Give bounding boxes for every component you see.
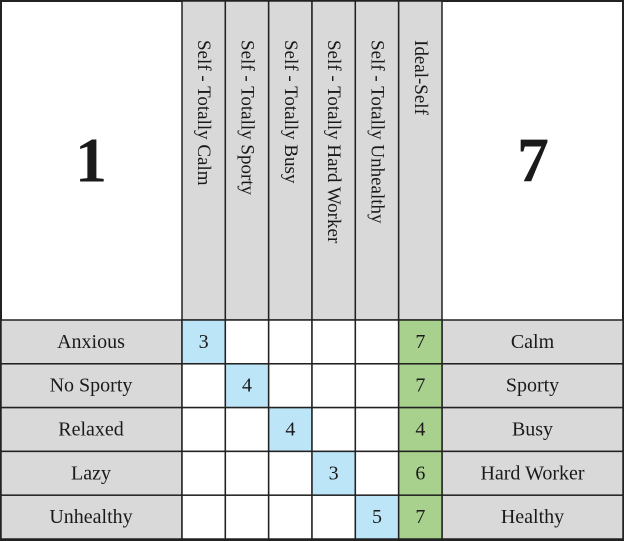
column-label: Ideal-Self (410, 40, 431, 116)
grid-cell (397, 450, 443, 496)
grid-cell (181, 406, 227, 453)
grid-cell (267, 363, 313, 409)
row-left-cell (0, 406, 183, 453)
cell-value: 4 (242, 375, 252, 397)
row-right-label: Hard Worker (480, 462, 584, 484)
grid-cell (181, 494, 227, 540)
scale-min: 1 (75, 125, 107, 196)
grid-cell (224, 450, 270, 496)
column-label: Self - Totally Sporty (237, 40, 258, 196)
grid-cell (181, 319, 227, 365)
row-left-label: Lazy (71, 462, 111, 484)
column-header (181, 0, 227, 321)
grid-cell (181, 450, 227, 496)
grid-cell (224, 406, 270, 453)
column-label: Self - Totally Busy (280, 40, 301, 184)
row-left-cell (0, 363, 183, 409)
grid-cell (311, 494, 357, 540)
row-right-cell (441, 450, 624, 496)
cell-value: 7 (415, 331, 425, 353)
grid-cell (181, 363, 227, 409)
column-header (224, 0, 270, 321)
grid-cell (311, 450, 357, 496)
grid-cell (311, 363, 357, 409)
row-left-label: No Sporty (50, 375, 133, 397)
grid-cell (224, 494, 270, 540)
grid-cell (311, 406, 357, 453)
cell-value: 3 (329, 462, 339, 484)
grid-cell (397, 494, 443, 540)
cell-value: 4 (285, 419, 295, 441)
grid-cell (397, 406, 443, 453)
row-right-label: Sporty (506, 375, 559, 397)
grid-cell (354, 406, 400, 453)
grid-cell (354, 363, 400, 409)
grid-cell (311, 319, 357, 365)
cell-value: 3 (199, 331, 209, 353)
column-label: Self - Totally Calm (193, 40, 214, 186)
row-right-label: Busy (512, 419, 553, 441)
column-label: Self - Totally Hard Worker (323, 40, 344, 244)
cell-value: 7 (415, 375, 425, 397)
row-left-cell (0, 319, 183, 365)
grid-cell (354, 319, 400, 365)
row-left-label: Relaxed (58, 419, 124, 441)
row-right-cell (441, 494, 624, 540)
grid-cell (267, 319, 313, 365)
cell-value: 4 (415, 419, 425, 441)
cell-value: 7 (415, 506, 425, 528)
grid-cell (267, 494, 313, 540)
row-right-label: Calm (511, 331, 555, 353)
row-left-cell (0, 450, 183, 496)
scale-max: 7 (517, 125, 549, 196)
grid-cell (397, 319, 443, 365)
grid-cell (224, 363, 270, 409)
cell-value: 5 (372, 506, 382, 528)
row-left-label: Anxious (57, 331, 125, 353)
grid-cell (224, 319, 270, 365)
row-left-label: Unhealthy (49, 506, 132, 528)
grid-cell (267, 450, 313, 496)
row-right-label: Healthy (501, 506, 564, 528)
column-label: Self - Totally Unhealthy (367, 40, 388, 224)
grid-cell (354, 450, 400, 496)
column-header (354, 0, 400, 321)
cell-value: 6 (415, 462, 425, 484)
